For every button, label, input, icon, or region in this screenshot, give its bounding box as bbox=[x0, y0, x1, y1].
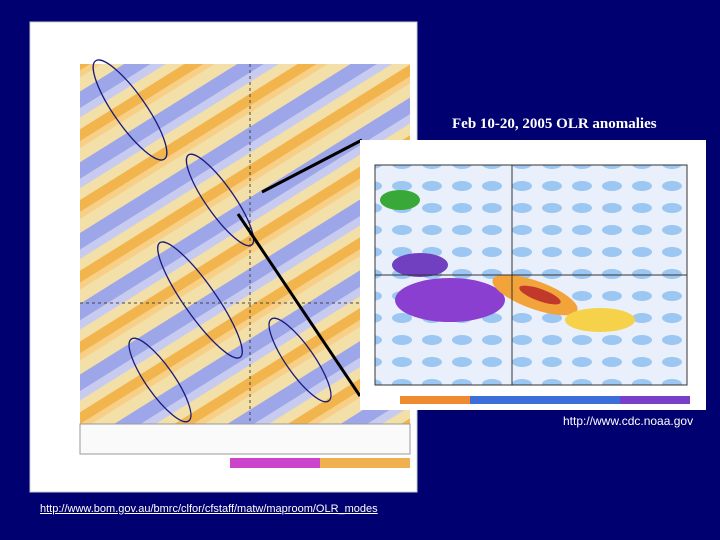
olr-map-image bbox=[360, 140, 706, 410]
main-source-link[interactable]: http://www.bom.gov.au/bmrc/clfor/cfstaff… bbox=[40, 503, 378, 515]
connector bbox=[236, 213, 362, 397]
inset-title: Feb 10-20, 2005 OLR anomalies bbox=[452, 116, 657, 132]
inset-source: http://www.cdc.noaa.gov bbox=[563, 414, 694, 428]
connector bbox=[261, 138, 363, 194]
hovmoller-image bbox=[29, 21, 418, 493]
